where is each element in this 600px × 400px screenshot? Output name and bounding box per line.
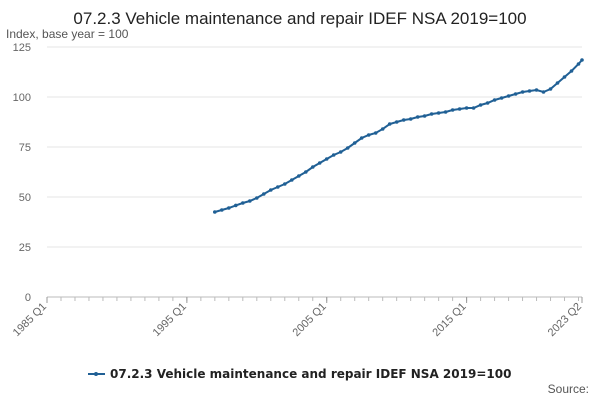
chart-subtitle: Index, base year = 100 [6, 27, 129, 41]
data-point[interactable] [429, 112, 434, 116]
data-point[interactable] [506, 94, 511, 98]
data-point[interactable] [366, 133, 371, 137]
data-point[interactable] [345, 146, 350, 150]
data-point[interactable] [297, 174, 301, 178]
data-point[interactable] [576, 62, 581, 66]
data-point[interactable] [513, 92, 518, 96]
data-point[interactable] [269, 188, 273, 192]
data-point[interactable] [534, 88, 539, 92]
series-group [213, 58, 584, 214]
x-tick-label: 2015 Q1 [430, 301, 468, 339]
x-axis: 1985 Q1 1995 Q1 2005 Q1 2015 Q1 2023 Q2 [11, 297, 584, 339]
y-tick-label: 50 [19, 192, 31, 204]
y-tick-label: 100 [13, 92, 31, 104]
data-point[interactable] [283, 182, 287, 186]
y-tick-label: 75 [19, 142, 31, 154]
data-point[interactable] [317, 161, 322, 165]
y-tick-label: 0 [25, 292, 31, 304]
data-point[interactable] [401, 118, 406, 122]
data-point[interactable] [548, 87, 553, 91]
y-axis: 0 25 50 75 100 125 [13, 42, 31, 304]
y-tick-label: 125 [13, 42, 31, 54]
gridlines [47, 46, 582, 298]
data-point[interactable] [359, 136, 364, 140]
y-tick-label: 25 [19, 242, 31, 254]
data-point[interactable] [234, 203, 238, 208]
data-point[interactable] [541, 90, 546, 94]
data-point[interactable] [262, 192, 266, 196]
data-point[interactable] [387, 122, 392, 126]
x-tick-label: 1995 Q1 [151, 301, 189, 339]
data-point[interactable] [499, 96, 504, 100]
data-point[interactable] [324, 157, 329, 161]
data-point[interactable] [352, 141, 357, 145]
data-point[interactable] [478, 103, 483, 107]
data-point[interactable] [436, 111, 441, 115]
data-point[interactable] [220, 208, 224, 212]
data-point[interactable] [555, 81, 560, 85]
chart-title: 07.2.3 Vehicle maintenance and repair ID… [73, 9, 526, 28]
data-point[interactable] [394, 120, 399, 124]
x-tick-label: 2023 Q2 [546, 301, 584, 339]
data-point[interactable] [304, 170, 308, 174]
data-point[interactable] [422, 114, 427, 118]
data-point[interactable] [569, 69, 574, 73]
data-point[interactable] [213, 210, 217, 214]
data-point[interactable] [580, 58, 584, 62]
data-point[interactable] [254, 196, 259, 200]
data-point[interactable] [338, 150, 343, 154]
data-point[interactable] [485, 101, 490, 105]
data-point[interactable] [227, 206, 231, 210]
data-point[interactable] [457, 107, 462, 111]
legend-marker-swatch [94, 372, 98, 376]
data-point[interactable] [492, 98, 497, 102]
data-point[interactable] [408, 117, 413, 121]
data-point[interactable] [380, 127, 385, 131]
data-point[interactable] [276, 185, 280, 189]
legend[interactable]: 07.2.3 Vehicle maintenance and repair ID… [88, 367, 511, 381]
data-point[interactable] [241, 201, 245, 205]
data-point[interactable] [290, 178, 294, 182]
x-tick-label: 2005 Q1 [291, 301, 329, 339]
data-point[interactable] [450, 108, 455, 112]
data-point[interactable] [331, 153, 336, 157]
data-point[interactable] [415, 115, 420, 119]
data-point[interactable] [248, 199, 252, 203]
data-point[interactable] [520, 90, 525, 94]
data-point[interactable] [562, 75, 567, 79]
x-tick-label: 1985 Q1 [11, 301, 49, 339]
source-label: Source: [548, 382, 589, 396]
data-point[interactable] [527, 89, 532, 93]
data-point[interactable] [311, 165, 315, 169]
data-point[interactable] [471, 106, 476, 110]
data-point[interactable] [373, 131, 378, 135]
data-point[interactable] [443, 110, 448, 114]
legend-label: 07.2.3 Vehicle maintenance and repair ID… [110, 367, 511, 381]
data-point[interactable] [464, 106, 469, 110]
